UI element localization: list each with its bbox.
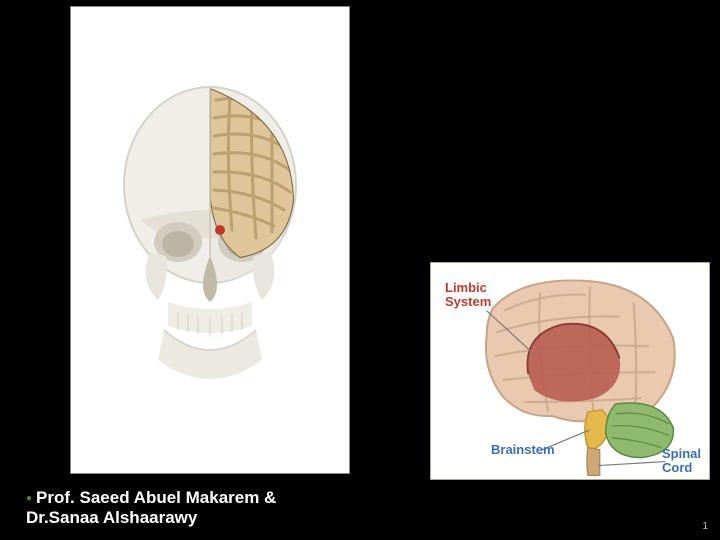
skull-brain-svg <box>110 80 310 400</box>
skull-brain-figure <box>70 6 350 474</box>
title-line-1: Thalamus <box>368 4 710 57</box>
author-line-1: Prof. Saeed Abuel Makarem & <box>36 488 276 507</box>
slide: Thalamus & Limbic System <box>0 0 720 540</box>
page-number: 1 <box>702 521 708 532</box>
title-line-4: System <box>368 162 710 215</box>
label-limbic-line2: System <box>445 294 491 309</box>
label-spinal-line2: Cord <box>662 460 692 475</box>
authors-block: ● Prof. Saeed Abuel Makarem & Dr.Sanaa Al… <box>26 488 276 528</box>
title-line-2: & <box>368 57 710 110</box>
label-limbic: Limbic System <box>445 281 491 308</box>
label-brainstem: Brainstem <box>491 443 555 457</box>
title-line-3: Limbic <box>368 109 710 162</box>
slide-title: Thalamus & Limbic System <box>368 4 710 214</box>
label-spinal: Spinal Cord <box>662 447 701 474</box>
limbic-system-figure: Limbic System Brainstem Spinal Cord <box>430 262 710 480</box>
author-line-2: Dr.Sanaa Alshaarawy <box>26 508 197 527</box>
bullet-icon: ● <box>26 493 32 504</box>
